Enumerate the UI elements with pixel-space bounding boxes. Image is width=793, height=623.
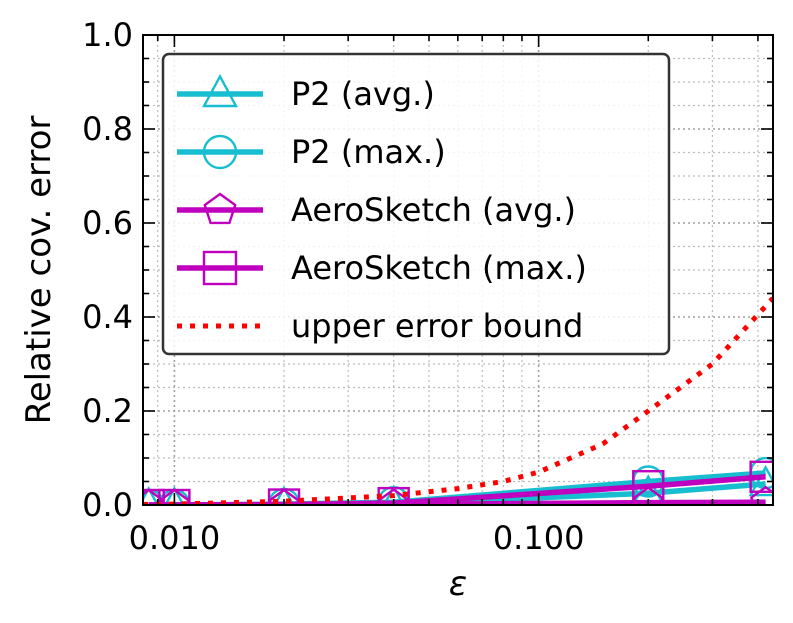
square-marker: [202, 250, 238, 286]
legend-box: [161, 52, 671, 356]
triangle-marker: [748, 464, 773, 497]
series-line: [148, 474, 766, 505]
y-tick-label: 0.4: [82, 298, 133, 336]
y-tick-label: 0.8: [82, 110, 133, 148]
legend-label: AeroSketch (avg.): [291, 191, 576, 229]
legend-label: AeroSketch (max.): [291, 249, 587, 287]
y-tick-label: 0.0: [82, 486, 133, 524]
legend-label: upper error bound: [291, 307, 583, 345]
pentagon-marker: [203, 192, 237, 225]
x-axis-label: ε: [449, 564, 467, 604]
legend-label: P2 (avg.): [291, 75, 435, 113]
pentagon-marker: [749, 485, 773, 505]
legend-label: P2 (max.): [291, 133, 446, 171]
pentagon-marker: [632, 486, 664, 505]
y-tick-label: 1.0: [82, 16, 133, 54]
circle-marker: [202, 134, 238, 170]
legend: P2 (avg.) P2 (max.) AeroSketch (avg.) AeroS…: [161, 52, 671, 356]
square-marker: [158, 488, 191, 505]
square-marker: [143, 488, 165, 505]
square-marker: [377, 486, 410, 505]
x-tick-label: 0.100: [493, 519, 585, 557]
pentagon-marker: [268, 488, 300, 505]
triangle-marker: [201, 73, 239, 108]
plot-frame: [142, 34, 774, 506]
y-tick-label: 0.6: [82, 204, 133, 242]
x-tick-label: 0.010: [129, 519, 221, 557]
series-line: [143, 296, 773, 505]
y-axis-label: Relative cov. error: [19, 116, 59, 425]
square-marker: [749, 460, 773, 493]
y-tick-label: 0.2: [82, 392, 133, 430]
axis-ticks: 0.010 0.100 0.0 0.2 0.4 0.6 0.8 1.0: [82, 16, 773, 557]
